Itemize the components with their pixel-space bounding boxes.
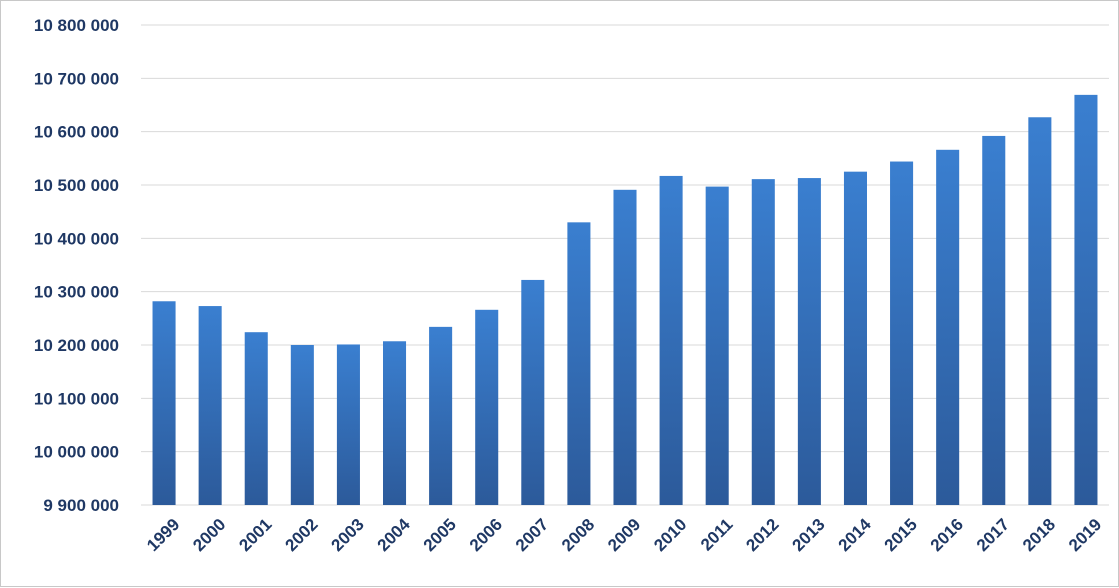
bar-2010 [659, 175, 683, 505]
bar-2015 [890, 161, 914, 506]
x-tick-label: 2014 [835, 514, 876, 555]
x-tick-label: 2008 [558, 515, 598, 555]
bar-2001 [244, 332, 268, 505]
bar-2005 [429, 326, 453, 505]
x-tick-label: 2018 [1019, 515, 1059, 555]
bar-2004 [383, 341, 407, 505]
y-tick-label: 10 300 000 [34, 283, 119, 302]
x-tick-label: 2005 [420, 515, 460, 555]
y-tick-label: 10 800 000 [34, 16, 119, 35]
x-tick-label: 2003 [328, 515, 368, 555]
x-tick-label: 2010 [650, 515, 690, 555]
x-tick-label: 2019 [1065, 515, 1105, 555]
x-tick-label: 2013 [789, 515, 829, 555]
x-tick-label: 2002 [281, 515, 321, 555]
bar-2011 [705, 186, 729, 505]
bar-2018 [1028, 117, 1052, 506]
bar-2000 [198, 306, 222, 505]
bar-2019 [1074, 94, 1098, 505]
y-tick-label: 10 000 000 [34, 443, 119, 462]
x-tick-label: 2004 [374, 514, 415, 555]
bar-2014 [843, 171, 867, 505]
x-tick-label: 2009 [604, 515, 644, 555]
bar-2003 [336, 344, 360, 505]
bar-2012 [751, 179, 775, 505]
x-tick-label: 2000 [189, 515, 229, 555]
x-tick-label: 1999 [143, 515, 183, 555]
x-tick-label: 2006 [466, 515, 506, 555]
y-tick-label: 10 500 000 [34, 176, 119, 195]
x-tick-label: 2011 [697, 515, 737, 555]
x-tick-label: 2016 [927, 515, 967, 555]
bar-2007 [521, 279, 545, 505]
x-tick-label: 2007 [512, 515, 552, 555]
bar-2002 [290, 345, 314, 505]
bar-2008 [567, 222, 591, 506]
bar-2009 [613, 189, 637, 506]
x-tick-label: 2001 [235, 515, 275, 555]
bar-2013 [797, 178, 821, 506]
y-tick-label: 10 400 000 [34, 229, 119, 248]
y-tick-label: 10 100 000 [34, 389, 119, 408]
y-tick-label: 10 200 000 [34, 336, 119, 355]
bar-2017 [982, 135, 1006, 505]
x-tick-label: 2012 [742, 515, 782, 555]
y-tick-label: 9 900 000 [43, 496, 119, 515]
x-tick-label: 2015 [881, 515, 921, 555]
y-tick-label: 10 600 000 [34, 123, 119, 142]
y-tick-label: 10 700 000 [34, 69, 119, 88]
bar-2006 [475, 309, 499, 505]
bar-2016 [936, 149, 960, 506]
x-tick-label: 2017 [973, 515, 1013, 555]
bar-1999 [152, 301, 176, 505]
